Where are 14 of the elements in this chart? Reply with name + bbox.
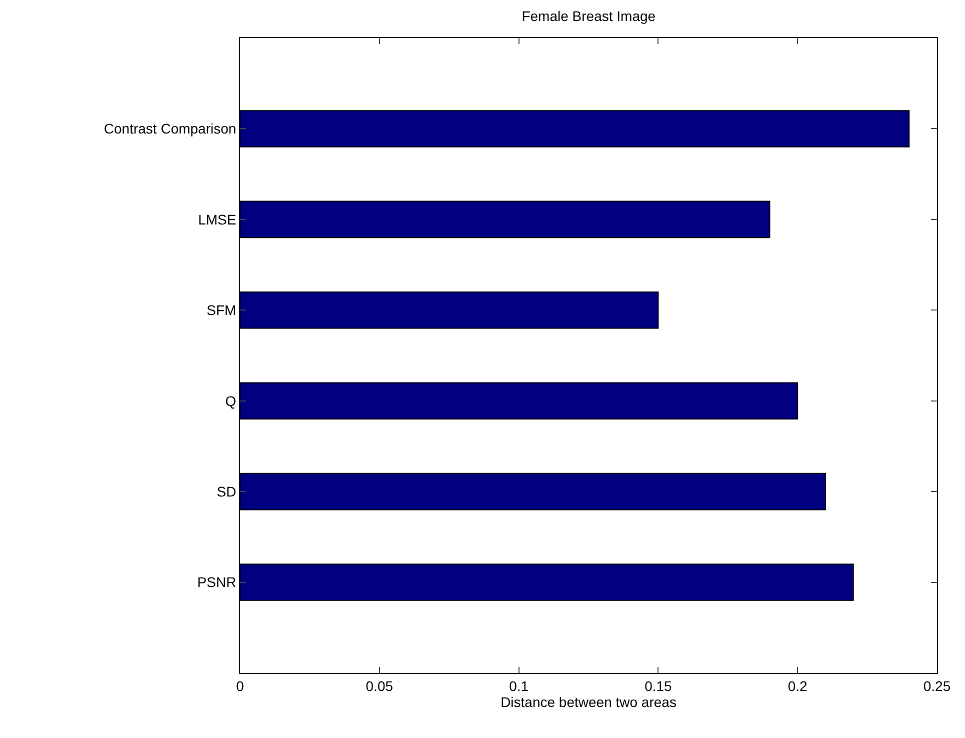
x-tick-label: 0.15	[644, 678, 672, 694]
x-axis-title: Distance between two areas	[500, 694, 676, 710]
x-tick-label: 0.1	[509, 678, 529, 694]
x-tick-label: 0.25	[923, 678, 951, 694]
x-tick-label: 0	[236, 678, 244, 694]
y-tick-label: SFM	[206, 302, 236, 318]
y-tick-label: Q	[225, 392, 236, 409]
x-tick-label: 0.2	[788, 678, 808, 694]
x-tick-label: 0.05	[366, 678, 394, 694]
y-tick-label: Contrast Comparison	[104, 120, 236, 137]
y-tick-label: SD	[216, 483, 236, 500]
chart-title: Female Breast Image	[522, 8, 656, 24]
y-tick-label: LMSE	[198, 211, 236, 228]
y-tick-label: PSNR	[197, 574, 236, 590]
